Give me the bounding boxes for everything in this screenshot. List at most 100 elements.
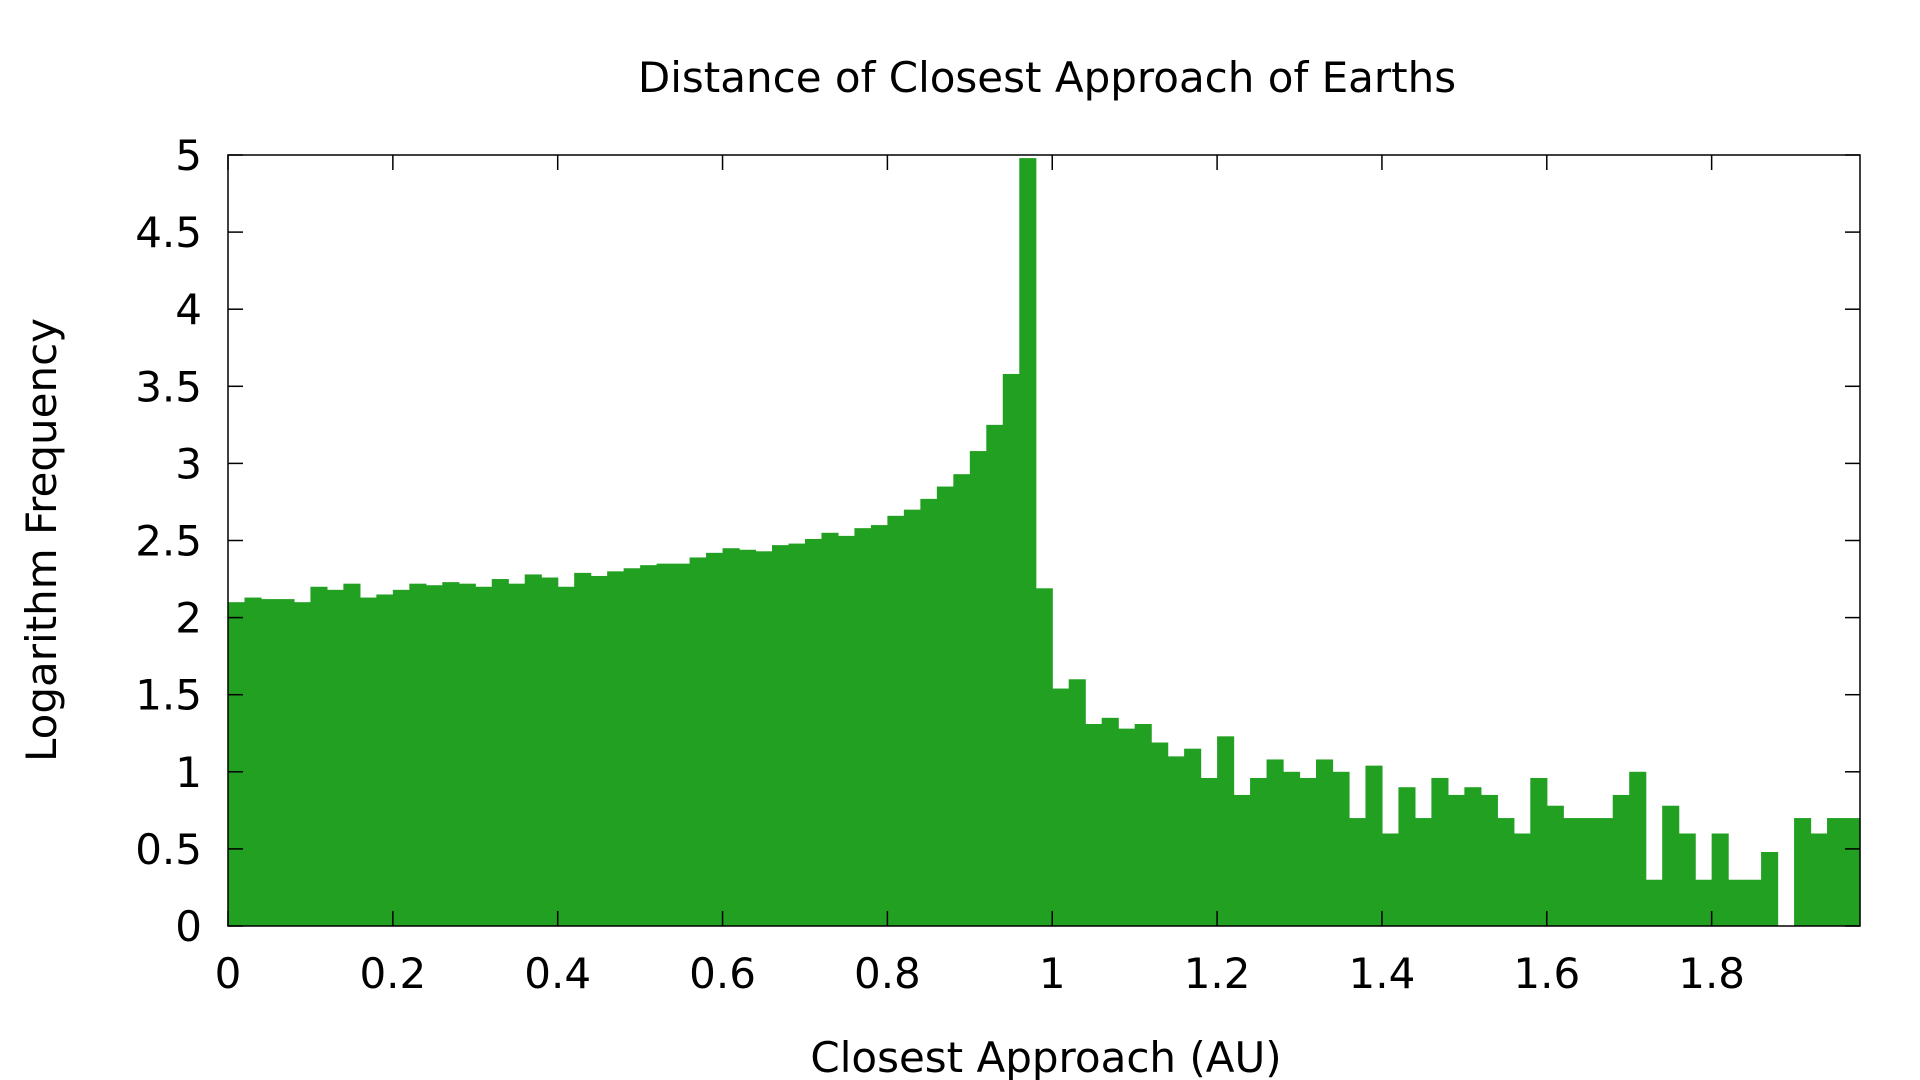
histogram-bar — [623, 568, 641, 926]
histogram-bar — [1563, 818, 1581, 926]
x-tick-label: 0.4 — [524, 949, 591, 998]
histogram-bar — [475, 586, 493, 926]
histogram-bar — [837, 535, 856, 926]
histogram-bar — [1447, 794, 1465, 926]
histogram-bar — [1480, 794, 1498, 926]
x-tick-label: 1.6 — [1513, 949, 1580, 998]
y-tick-label: 1 — [175, 748, 202, 797]
histogram-bar — [1200, 777, 1218, 926]
histogram-bar — [1217, 736, 1235, 926]
histogram-bars — [228, 158, 1861, 927]
x-tick-label: 1.2 — [1184, 949, 1251, 998]
histogram-bar — [1629, 771, 1647, 926]
histogram-bar — [1398, 787, 1416, 926]
histogram-bar — [607, 571, 625, 926]
histogram-bar — [887, 515, 905, 926]
histogram-bar — [1678, 833, 1696, 926]
histogram-bar — [1316, 759, 1334, 926]
x-tick-label: 1 — [1039, 949, 1066, 998]
histogram-bar — [854, 528, 872, 926]
histogram-bar — [524, 574, 542, 926]
histogram-bar — [936, 486, 954, 926]
histogram-bar — [1728, 879, 1746, 926]
histogram-bar — [1794, 818, 1812, 926]
histogram-bar — [1365, 765, 1383, 926]
y-axis-label: Logarithm Frequency — [17, 318, 66, 762]
histogram-bar — [458, 583, 476, 926]
histogram-bar — [508, 583, 526, 926]
x-tick-label: 0.2 — [359, 949, 426, 998]
histogram-bar — [870, 525, 888, 926]
y-tick-label: 4.5 — [135, 208, 202, 257]
histogram-bar — [1612, 794, 1630, 926]
histogram-bar — [1019, 158, 1037, 927]
histogram-bar — [244, 597, 262, 926]
histogram-bar — [1167, 756, 1185, 926]
histogram-bar — [1118, 728, 1136, 926]
histogram-bar — [788, 543, 806, 926]
histogram-bar — [1431, 777, 1449, 926]
y-axis-ticks: 0 0.5 1 1.5 2 2.5 3 3.5 4 4.5 5 — [135, 131, 1860, 951]
histogram-bar — [1101, 717, 1119, 926]
histogram-bar — [491, 579, 509, 926]
y-tick-label: 0.5 — [135, 825, 202, 874]
histogram-bar — [1151, 742, 1169, 926]
histogram-bar — [821, 532, 839, 926]
histogram-bar — [541, 577, 559, 926]
histogram-bar — [409, 583, 427, 926]
histogram-bar — [343, 583, 361, 926]
histogram-bar — [310, 586, 328, 926]
histogram-bar — [1332, 771, 1350, 926]
histogram-bar — [1068, 679, 1086, 926]
histogram-bar — [656, 563, 674, 926]
histogram-bar — [1744, 879, 1762, 926]
histogram-bar — [903, 509, 921, 926]
x-tick-label: 1.8 — [1678, 949, 1745, 998]
y-tick-label: 2.5 — [135, 517, 202, 566]
histogram-bar — [673, 563, 691, 926]
histogram-bar — [739, 549, 757, 926]
histogram-bar — [755, 551, 773, 926]
histogram-bar — [1184, 748, 1202, 926]
histogram-bar — [1266, 759, 1284, 926]
histogram-bar — [1596, 818, 1614, 926]
histogram-bar — [772, 545, 790, 926]
histogram-bar — [1002, 373, 1020, 926]
histogram-bar — [706, 552, 724, 926]
histogram-bar — [392, 589, 410, 926]
histogram-bar — [326, 589, 344, 926]
histogram-bar — [1579, 818, 1597, 926]
y-tick-label: 0 — [175, 902, 202, 951]
histogram-bar — [1711, 833, 1729, 926]
histogram-bar — [1414, 818, 1432, 926]
histogram-bar — [442, 582, 460, 926]
histogram-bar — [1827, 818, 1845, 926]
histogram-bar — [359, 597, 377, 926]
histogram-bar — [1085, 723, 1103, 926]
histogram-bar — [1761, 851, 1779, 926]
histogram-bar — [1250, 777, 1268, 926]
histogram-bar — [1810, 833, 1828, 926]
histogram-bar — [1283, 771, 1301, 926]
histogram-bar — [574, 572, 592, 926]
x-axis-ticks: 0 0.2 0.4 0.6 0.8 1 1.2 1.4 1.6 1.8 — [215, 155, 1745, 998]
histogram-bar — [425, 585, 443, 926]
histogram-bar — [804, 538, 823, 926]
histogram-bar — [1134, 723, 1152, 926]
histogram-bar — [986, 424, 1004, 926]
y-tick-label: 4 — [175, 285, 202, 334]
histogram-bar — [689, 557, 707, 926]
histogram-bar — [1645, 879, 1663, 926]
histogram-bar — [969, 451, 987, 926]
histogram-bar — [228, 602, 246, 926]
histogram-bar — [1513, 833, 1531, 926]
histogram-bar — [1233, 794, 1251, 926]
histogram-bar — [376, 594, 394, 926]
x-tick-label: 0 — [215, 949, 242, 998]
y-tick-label: 5 — [175, 131, 202, 180]
histogram-bar — [1662, 805, 1680, 926]
histogram-bar — [277, 599, 295, 926]
y-tick-label: 2 — [175, 594, 202, 643]
histogram-bar — [260, 599, 279, 926]
